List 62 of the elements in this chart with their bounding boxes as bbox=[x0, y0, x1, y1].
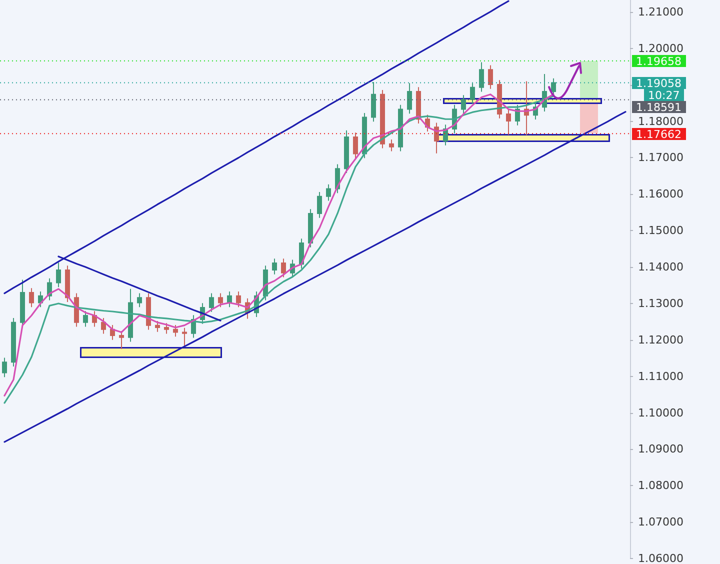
y-tick-label: 1.18000 bbox=[638, 114, 684, 128]
candlestick bbox=[353, 132, 358, 159]
candlestick bbox=[506, 109, 511, 136]
candlestick bbox=[551, 78, 556, 96]
candlestick bbox=[281, 258, 286, 278]
y-tick-label: 1.11000 bbox=[638, 370, 684, 383]
candlestick bbox=[38, 290, 43, 308]
y-tick-label: 1.13000 bbox=[638, 296, 684, 310]
ref-line-label: 1.19658 bbox=[632, 54, 686, 68]
text: 10:27 bbox=[644, 88, 684, 102]
y-tick-label: 1.16000 bbox=[638, 188, 684, 201]
candlestick bbox=[317, 191, 322, 218]
candlestick bbox=[137, 292, 142, 308]
candlestick bbox=[479, 62, 484, 92]
candlestick bbox=[299, 238, 304, 270]
candlestick bbox=[119, 330, 124, 350]
candlestick bbox=[326, 184, 331, 202]
candlestick bbox=[398, 104, 403, 152]
candlestick bbox=[56, 262, 61, 288]
candlestick bbox=[101, 318, 106, 334]
candlestick bbox=[470, 82, 475, 104]
candlestick bbox=[344, 130, 349, 174]
candlestick bbox=[371, 81, 376, 122]
ref-line-label: 1.19058 bbox=[632, 76, 686, 90]
y-tick-label: 1.07000 bbox=[638, 516, 684, 529]
candlestick bbox=[488, 64, 493, 90]
y-tick-label: 1.20000 bbox=[638, 42, 684, 55]
candlestick bbox=[362, 112, 367, 159]
y-tick-label: 1.08000 bbox=[638, 479, 684, 492]
y-tick-label: 1.21000 bbox=[638, 6, 684, 19]
candlestick bbox=[218, 292, 223, 308]
line-series bbox=[4, 111, 626, 443]
candlestick bbox=[389, 139, 394, 152]
candlestick bbox=[461, 94, 466, 114]
y-tick-label: 1.14000 bbox=[638, 260, 684, 274]
y-tick-label: 1.17000 bbox=[638, 151, 684, 164]
y-tick-label: 1.09000 bbox=[638, 442, 684, 456]
candlestick bbox=[83, 310, 88, 328]
y-tick-label: 1.10000 bbox=[638, 406, 684, 420]
candlestick bbox=[20, 279, 25, 328]
candlestick bbox=[173, 324, 178, 338]
candlestick bbox=[155, 320, 160, 332]
candlestick bbox=[236, 290, 241, 308]
candlestick bbox=[2, 357, 7, 378]
candlestick bbox=[11, 318, 16, 368]
candlestick bbox=[407, 82, 412, 114]
candlestick bbox=[110, 324, 115, 340]
candlestick bbox=[227, 290, 232, 308]
y-tick-label: 1.15000 bbox=[638, 224, 684, 238]
candlestick bbox=[29, 288, 34, 308]
candlestick bbox=[209, 292, 214, 312]
candlestick bbox=[182, 327, 187, 348]
candlestick bbox=[308, 208, 313, 248]
ref-line-label: 1.18591 bbox=[632, 100, 686, 114]
ref-line-label: 1.17662 bbox=[632, 128, 686, 141]
candlestick bbox=[416, 86, 421, 124]
candlestick bbox=[164, 322, 169, 334]
y-tick-label: 1.06000 bbox=[638, 552, 684, 564]
y-tick-label: 1.12000 bbox=[638, 333, 684, 346]
candlestick bbox=[272, 258, 277, 275]
candlestick bbox=[380, 89, 385, 149]
candlestick bbox=[65, 265, 70, 303]
